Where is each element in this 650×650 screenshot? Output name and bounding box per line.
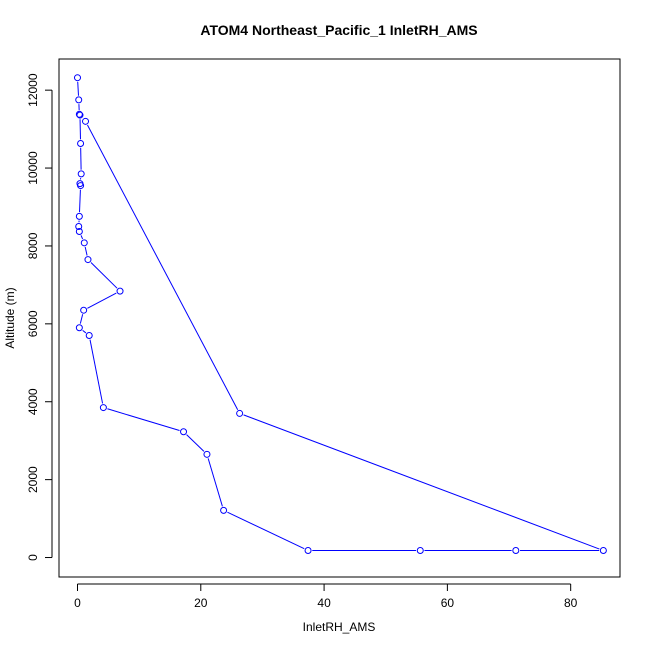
y-tick-label: 12000 [26,73,40,107]
x-tick-label: 80 [564,596,578,610]
series-segment [207,458,223,507]
data-point [76,111,84,119]
data-point [77,170,85,178]
data-point [75,212,83,220]
series-segment [90,262,118,289]
series-segment [77,81,79,96]
x-axis-label: InletRH_AMS [303,620,376,634]
data-point [99,404,107,412]
series-segment [227,511,305,550]
y-tick-label: 0 [26,554,40,561]
y-tick-label: 6000 [26,310,40,337]
data-point [80,239,88,247]
data-point [220,506,228,514]
data-point [512,547,520,555]
series-segment [82,329,87,334]
y-tick-label: 2000 [26,466,40,493]
data-point [73,74,81,82]
y-axis-label: Altitude (m) [3,287,17,348]
series-lines [77,81,600,552]
data-point [80,306,88,314]
y-tick-label: 10000 [26,151,40,185]
x-tick-label: 0 [74,596,81,610]
data-point [77,140,85,148]
series-segment [89,339,104,404]
data-point [599,547,607,555]
data-point [304,547,312,555]
x-axis: 0 20 40 60 80 [74,583,578,610]
data-point [75,110,83,118]
data-point [75,324,83,332]
series-segment [243,414,600,550]
data-point [75,222,83,230]
series-segment [79,189,81,213]
chart-title: ATOM4 Northeast_Pacific_1 InletRH_AMS [200,22,477,38]
data-point [82,117,90,125]
series-points [73,74,607,555]
data-point [416,547,424,555]
data-point [236,409,244,417]
x-tick-label: 20 [194,596,208,610]
x-tick-label: 40 [317,596,331,610]
plot-frame [58,58,621,578]
series-segment [186,434,205,452]
data-point [116,287,124,295]
x-tick-label: 60 [441,596,455,610]
y-tick-label: 4000 [26,388,40,415]
data-point [75,96,83,104]
series-segment [80,235,84,240]
series-segment [79,314,84,324]
series-segment [87,292,117,309]
y-axis: 0 2000 4000 6000 8000 10000 12000 [26,73,53,561]
y-tick-label: 8000 [26,232,40,259]
data-point [203,450,211,458]
data-point [84,256,92,264]
series-segment [87,124,239,410]
data-point [75,228,83,236]
data-point [77,182,85,190]
data-point [85,332,93,340]
series-segment [84,246,88,256]
series-segment [107,408,180,431]
data-point [180,428,188,436]
